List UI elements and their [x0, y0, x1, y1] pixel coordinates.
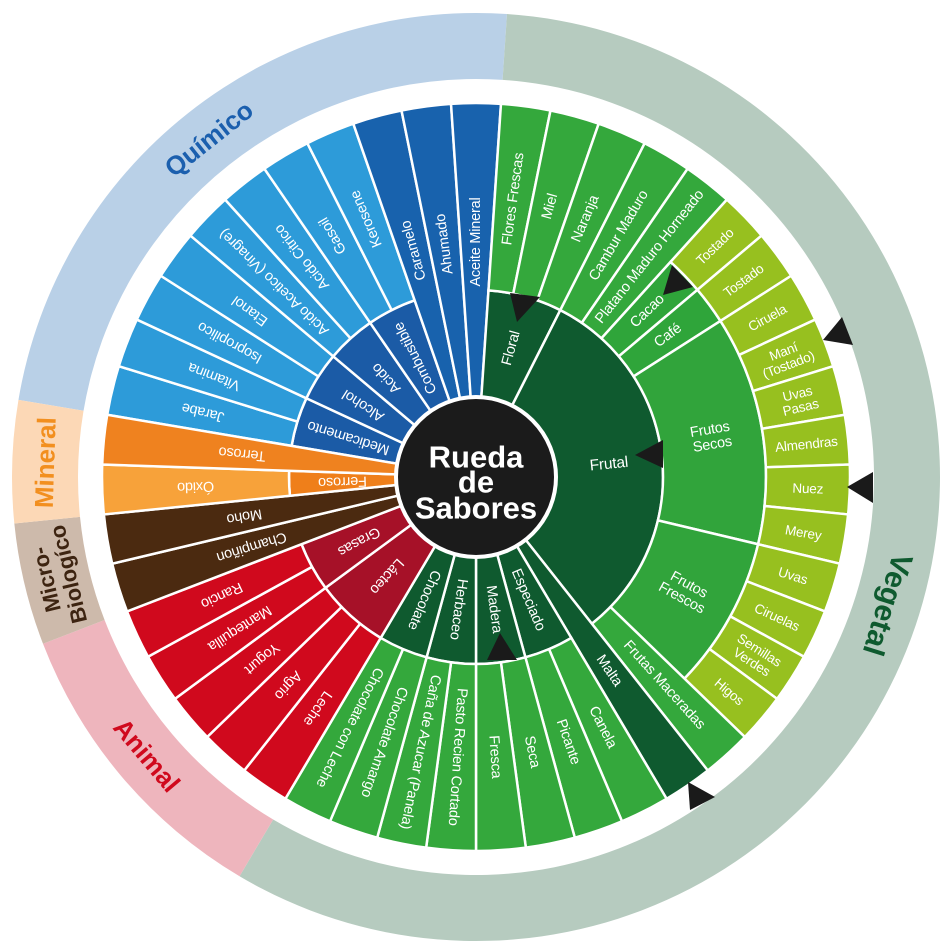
category-ring-quimico: [18, 12, 507, 411]
pointer-marker-icon: [635, 440, 663, 468]
segment-label: Seca: [521, 734, 543, 770]
pointer-marker-icon: [487, 633, 517, 660]
pointer-markers: [487, 265, 873, 810]
segment-label: Frutal: [589, 453, 629, 474]
center-title-line-3: Sabores: [415, 491, 537, 526]
center-hub: [394, 395, 558, 559]
segment-label: FrutosSecos: [689, 419, 734, 456]
segment-label: Óxido: [177, 478, 215, 496]
pointer-marker-icon: [510, 293, 540, 322]
wheel-segments: [100, 101, 852, 853]
pointer-marker-icon: [663, 265, 693, 295]
segment-label: Moho: [225, 505, 263, 527]
category-ring-mineral: [12, 399, 84, 524]
segment-label: Nuez: [792, 480, 824, 496]
pointer-marker-icon: [688, 782, 715, 810]
center-title-line-1: Rueda: [429, 440, 525, 475]
segment-label: Ferroso: [318, 473, 367, 491]
pointer-marker-icon: [823, 317, 853, 345]
category-ring-micro-biologico: [14, 516, 105, 644]
category-label: Mineral: [29, 417, 62, 509]
category-ring-vegetal: [239, 14, 940, 941]
segment-label: Terroso: [218, 443, 266, 464]
segment-label: Almendras: [774, 433, 838, 454]
segment-label: Fresca: [485, 735, 504, 780]
category-ring: [12, 12, 940, 941]
segment-label: Miel: [539, 192, 561, 221]
segment-label: Madera: [483, 584, 505, 635]
category-ring-animal: [43, 620, 274, 877]
segment-label: Merey: [784, 522, 823, 543]
center-title-line-2: de: [458, 465, 494, 500]
pointer-marker-icon: [847, 472, 873, 503]
segment-label: Aceite Mineral: [468, 197, 484, 286]
